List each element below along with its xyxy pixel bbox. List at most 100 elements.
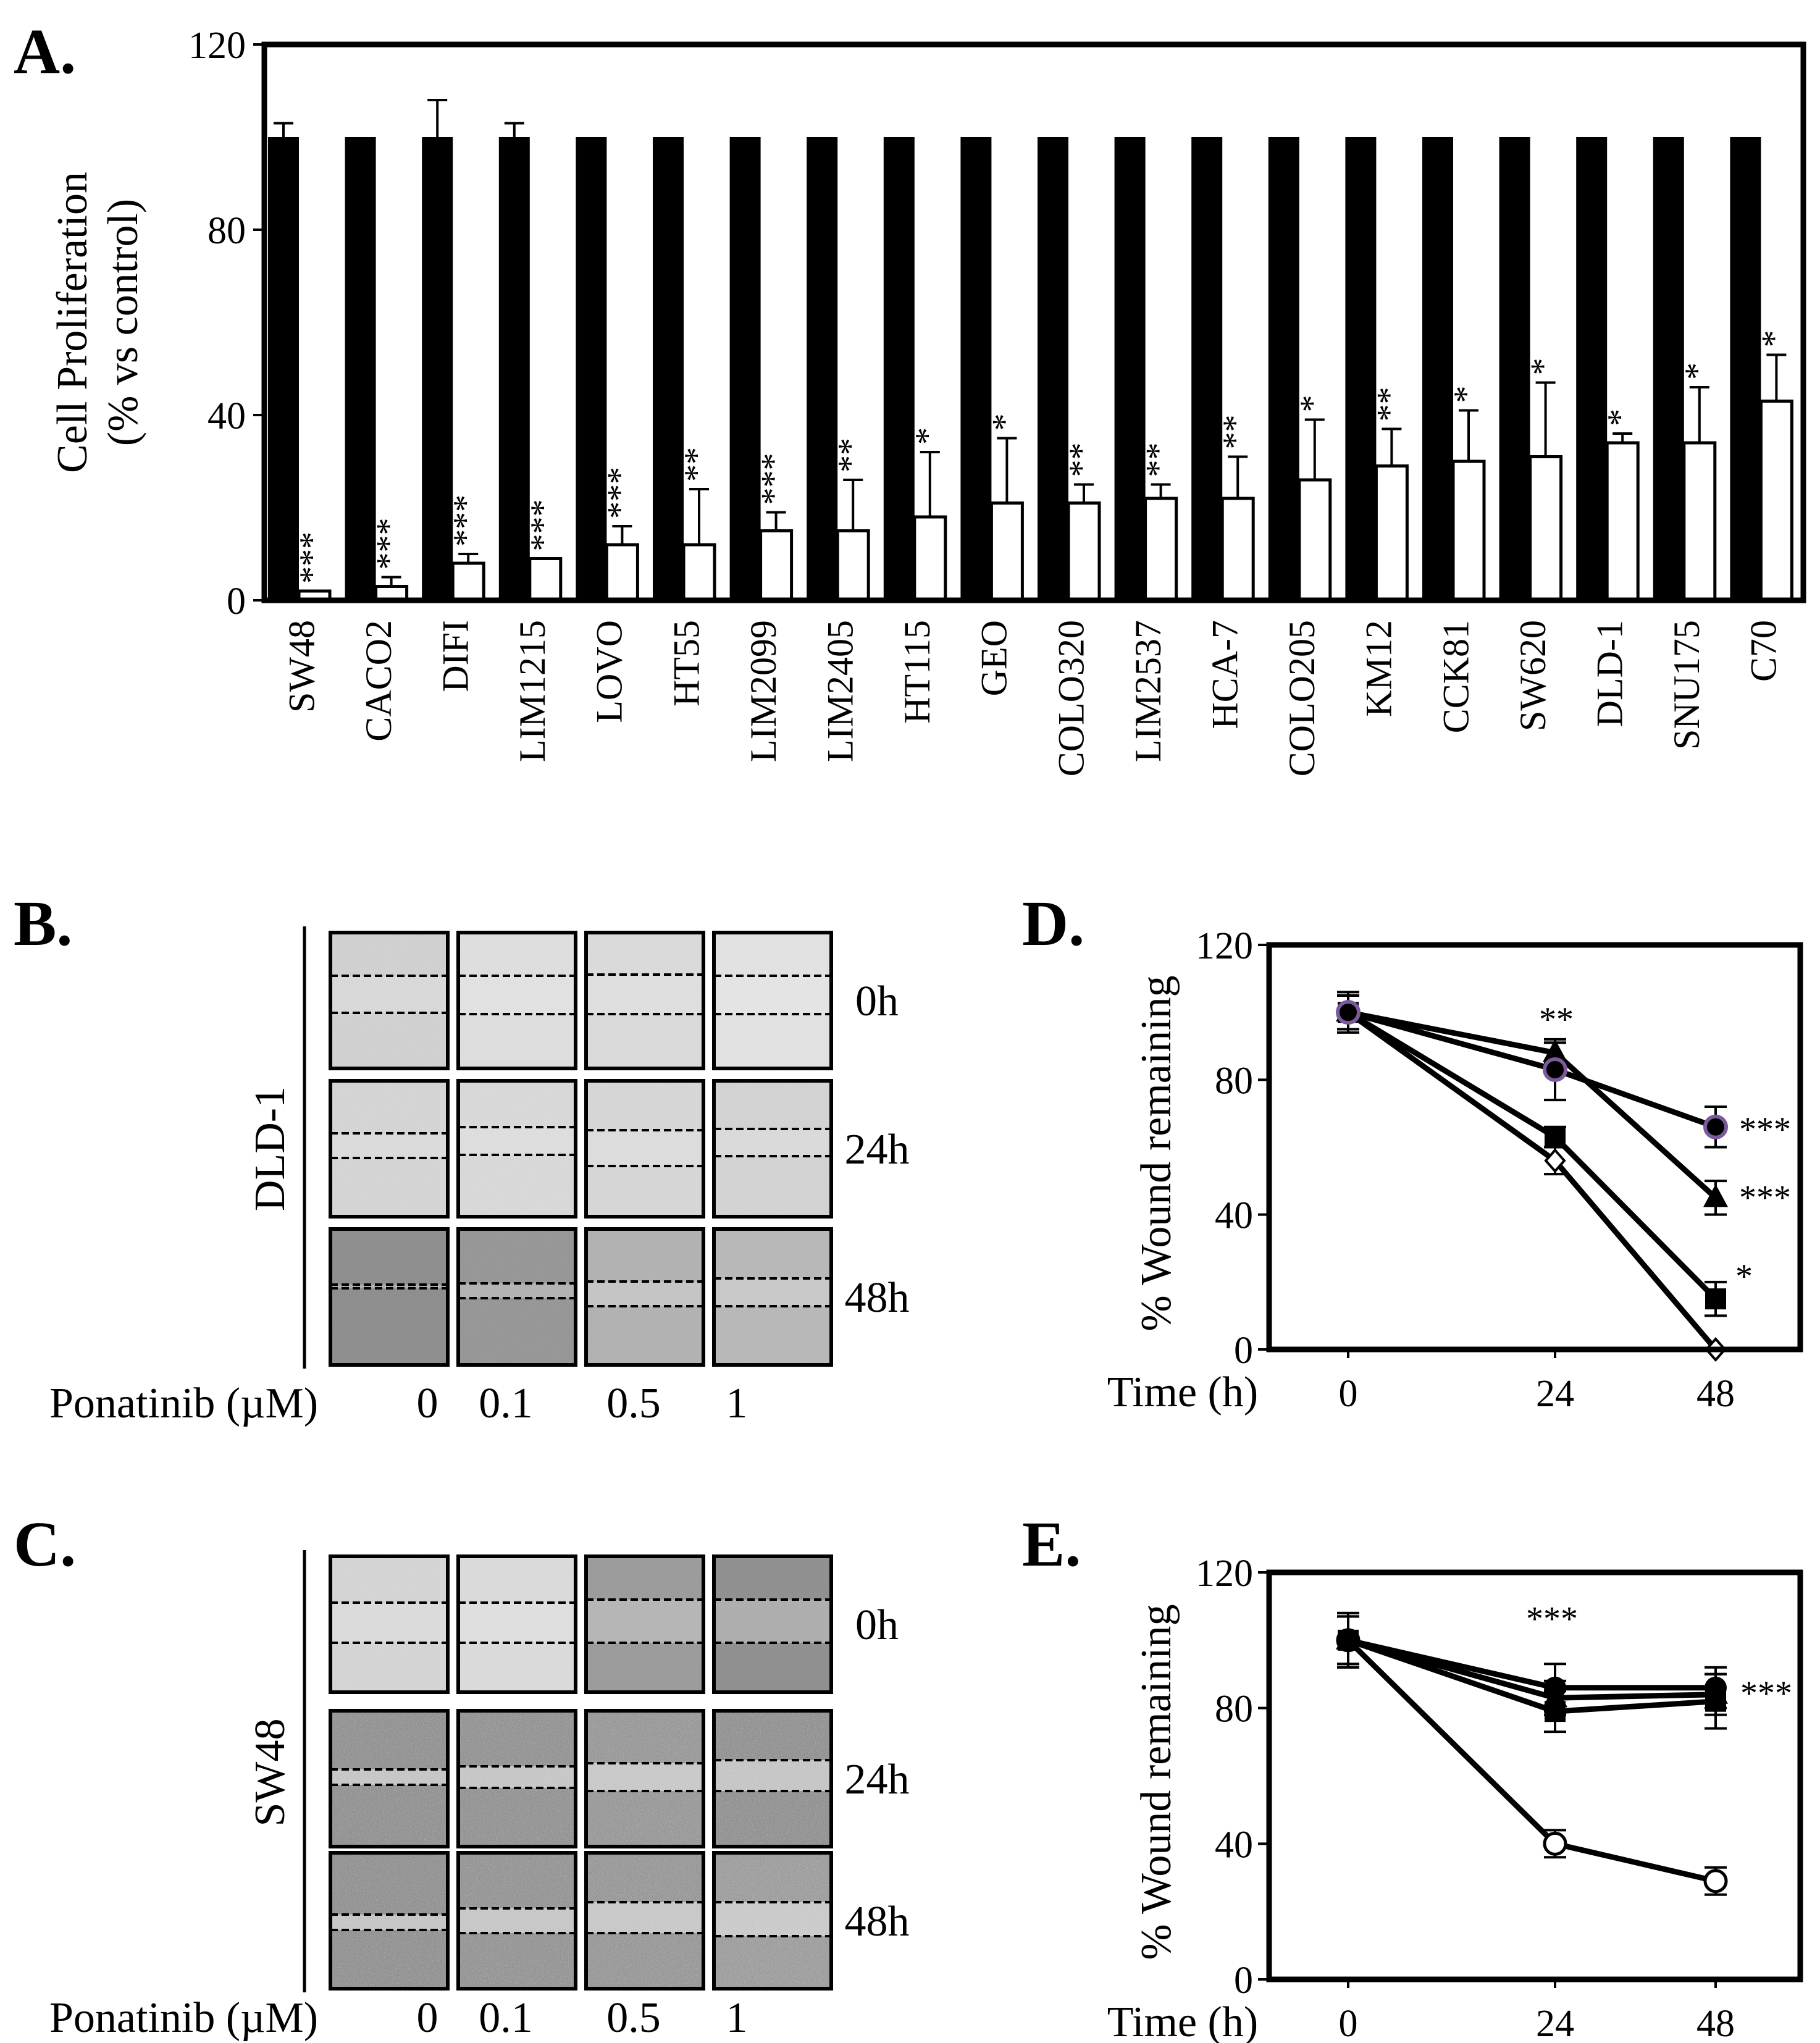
significance-label: ***	[1739, 1110, 1791, 1149]
x-tick-label: 0	[1339, 1373, 1358, 1415]
micrograph-frame	[712, 1709, 833, 1848]
y-axis-title-line1: Cell Proliferation	[49, 172, 96, 473]
bar-treated	[1759, 400, 1793, 602]
y-tick-label: 120	[1196, 925, 1253, 967]
marker-circle	[1705, 1676, 1727, 1699]
significance-label: *	[1524, 358, 1562, 375]
micrograph-texture	[458, 1556, 576, 1692]
wound-gap	[458, 1908, 576, 1933]
wound-gap	[458, 1283, 576, 1298]
wound-gap	[458, 1603, 576, 1643]
significance-label: *	[985, 414, 1023, 431]
y-tick-label: 40	[208, 395, 246, 437]
significance-label: ***	[447, 495, 485, 547]
micrograph-panel-c: SW48 0h 24h 48h Ponatinib (µM) 0 0.1 0.5 1	[49, 1550, 910, 2042]
significance-label: ***	[1526, 1600, 1578, 1638]
micrograph-frame	[584, 1079, 705, 1219]
line-chart-e: 0 40 80 120 0 24 48 Time (h) % Wound remaining **…	[1107, 1553, 1803, 2043]
bar-control	[1191, 137, 1223, 600]
bar-control	[807, 137, 838, 600]
bar-treated	[836, 529, 870, 602]
bar-treated	[1451, 459, 1486, 602]
bar-treated	[605, 543, 639, 602]
micrograph-texture	[586, 933, 703, 1068]
timepoint-label: 48h	[845, 1898, 910, 1945]
category-label: KM12	[1359, 620, 1399, 717]
bar-treated	[989, 501, 1024, 602]
micrograph-texture	[330, 1556, 448, 1692]
bar-treated	[1605, 441, 1640, 602]
wound-gap	[330, 1915, 448, 1930]
bar-control	[1268, 137, 1299, 600]
wound-gap	[714, 976, 831, 1014]
concentration-label: 0.5	[606, 1994, 661, 2042]
wound-gap	[586, 1130, 703, 1166]
bar-control	[960, 137, 992, 600]
micrograph-frame	[329, 1851, 450, 1991]
wound-gap	[714, 1902, 831, 1936]
micrograph-texture	[586, 1556, 703, 1692]
micrograph-frame	[329, 931, 450, 1070]
significance-label: ***	[524, 500, 562, 552]
micrograph-frame	[456, 1554, 577, 1694]
x-tick-label: 24	[1536, 1373, 1574, 1415]
marker-circle-open	[1703, 1869, 1728, 1894]
x-tick-label: 0	[1339, 2003, 1358, 2043]
significance-label: ***	[1739, 1178, 1791, 1217]
cell-line-label: DLD-1	[246, 1086, 294, 1211]
concentration-label: 0	[417, 1994, 438, 2042]
marker-square	[1545, 1126, 1566, 1148]
category-label: SNU175	[1666, 620, 1707, 750]
plot-frame	[261, 41, 1806, 603]
bar-treated	[1682, 441, 1717, 602]
bar-treated	[528, 557, 563, 602]
category-label: HCA-7	[1205, 620, 1246, 729]
timepoint-label: 24h	[845, 1756, 910, 1803]
y-tick-label: 120	[188, 25, 246, 67]
category-label: SW620	[1512, 620, 1553, 731]
micrograph-frame	[712, 1079, 833, 1219]
category-label: HT115	[897, 620, 937, 724]
category-label: CCK81	[1435, 620, 1476, 733]
significance-label: **	[831, 438, 870, 472]
significance-label: *	[1447, 386, 1485, 403]
bar-treated	[1144, 497, 1178, 602]
series-line	[1346, 1010, 1718, 1301]
y-axis-title: % Wound remaining	[1133, 1604, 1180, 1960]
timepoint-label: 0h	[855, 978, 899, 1025]
y-tick-label: 80	[1215, 1060, 1253, 1102]
significance-label: *	[908, 427, 947, 445]
x-axis-title: Ponatinib (µM)	[49, 1380, 318, 1427]
x-axis-title: Time (h)	[1107, 1369, 1258, 1416]
timepoint-label: 48h	[845, 1274, 910, 1322]
cell-line-label: SW48	[246, 1719, 294, 1827]
bar-treated	[1220, 497, 1255, 602]
y-axis-title-line2: (% vs control)	[99, 199, 147, 446]
bar-control	[653, 137, 684, 600]
category-label: LIM2537	[1128, 620, 1168, 762]
concentration-label: 0.1	[479, 1994, 533, 2042]
significance-label: **	[1062, 443, 1101, 477]
bar-control	[422, 137, 453, 600]
bar-treated	[1529, 455, 1563, 602]
x-tick-label: 24	[1536, 2003, 1574, 2043]
bar-control	[268, 137, 299, 600]
micrograph-frame	[329, 1554, 450, 1694]
category-label: COLO205	[1281, 620, 1322, 776]
concentration-label: 0	[417, 1380, 438, 1427]
wound-gap	[714, 1760, 831, 1791]
significance-label: ***	[293, 532, 331, 584]
wound-gap	[586, 1600, 703, 1643]
timepoint-label: 0h	[855, 1601, 899, 1649]
wound-gap	[586, 1282, 703, 1306]
bar-control	[883, 137, 915, 600]
micrograph-frame	[712, 931, 833, 1070]
x-axis-title: Ponatinib (µM)	[49, 1994, 318, 2042]
marker-circle	[1337, 1629, 1359, 1651]
significance-label: **	[1370, 387, 1408, 422]
micrograph-frame	[456, 1227, 577, 1367]
bar-treated	[759, 529, 794, 602]
bar-treated	[1374, 464, 1409, 602]
micrograph-texture	[714, 1556, 831, 1692]
